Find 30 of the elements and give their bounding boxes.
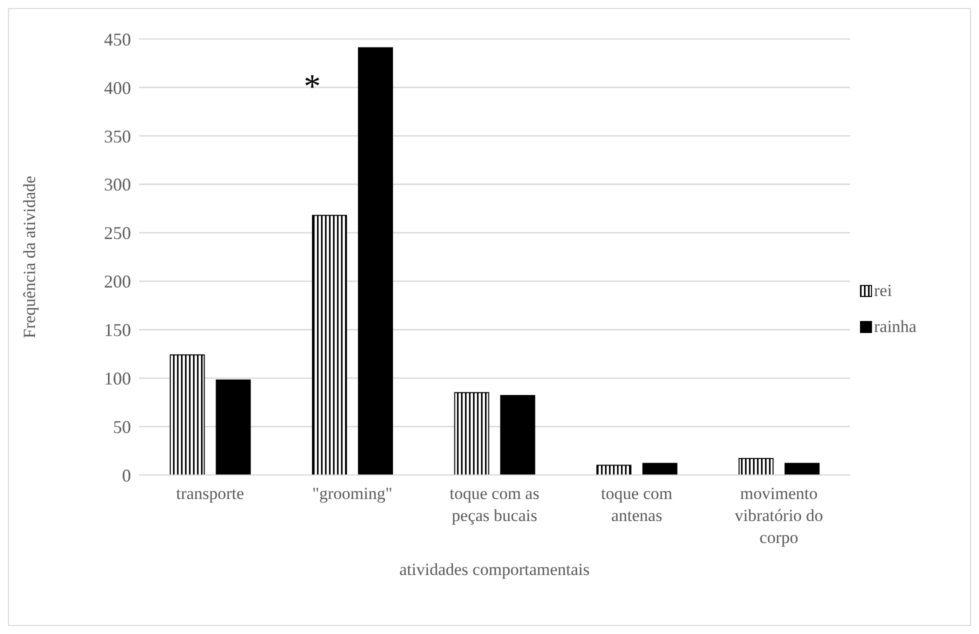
annotation: * — [304, 68, 321, 106]
x-tick-label: movimento vibratório do corpo — [734, 484, 824, 547]
bar — [642, 462, 678, 475]
bar — [738, 458, 774, 475]
bar — [596, 464, 632, 475]
bar — [500, 395, 536, 475]
x-tick-label: transporte — [176, 484, 244, 503]
y-tick-label: 400 — [104, 78, 131, 98]
bar — [358, 47, 393, 475]
y-axis-title: Frequência da atividade — [20, 176, 40, 338]
x-tick-label: toque com as peças bucais — [450, 484, 540, 525]
bar — [784, 462, 820, 475]
y-tick-label: 350 — [104, 126, 131, 146]
y-tick-label: 150 — [104, 320, 131, 340]
bar — [454, 392, 490, 475]
x-tick-label: "grooming" — [312, 484, 392, 503]
legend-label: rei — [874, 281, 892, 301]
legend-label: rainha — [874, 317, 916, 337]
y-tick-label: 250 — [104, 223, 131, 244]
bar — [170, 354, 205, 475]
x-tick-label: toque com antenas — [601, 484, 672, 525]
y-tick-label: 50 — [113, 416, 131, 437]
y-tick-label: 0 — [122, 465, 131, 486]
y-tick-label: 100 — [104, 368, 131, 388]
y-tick-label: 200 — [104, 272, 131, 292]
y-tick-label: 300 — [104, 174, 131, 195]
y-tick-label: 450 — [104, 29, 131, 50]
bar — [216, 380, 251, 475]
bar — [312, 214, 347, 475]
x-axis-title: atividades comportamentais — [399, 560, 590, 579]
